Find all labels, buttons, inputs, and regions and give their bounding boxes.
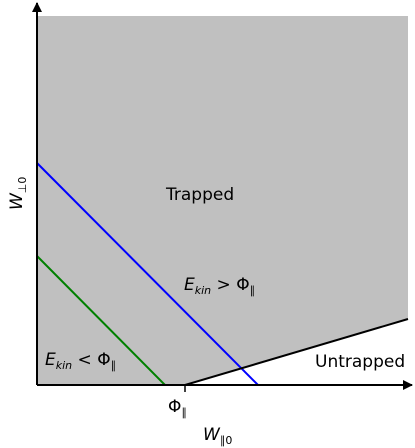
- y-axis-label-sub: ⊥0: [16, 177, 29, 194]
- phi-tick-main: Φ: [168, 397, 181, 417]
- green-label-e: E: [45, 350, 56, 370]
- trapped-region: [37, 16, 408, 385]
- x-axis-label-sub: ∥0: [220, 434, 233, 447]
- blue-label-par: ∥: [250, 284, 256, 297]
- phi-tick-label: Φ∥: [168, 397, 187, 419]
- blue-line: [36, 162, 259, 386]
- green-label-op: < Φ: [72, 350, 110, 370]
- x-axis-label: W∥0: [203, 425, 232, 447]
- y-axis-label: W⊥0: [7, 177, 29, 210]
- green-label-kin: kin: [56, 359, 72, 372]
- blue-label-kin: kin: [195, 284, 211, 297]
- x-axis-label-main: W: [203, 425, 221, 445]
- trapping-boundary-line: [184, 318, 409, 386]
- green-line-label: Ekin < Φ∥: [45, 350, 116, 372]
- blue-line-label: Ekin > Φ∥: [184, 275, 255, 297]
- blue-label-op: > Φ: [211, 275, 249, 295]
- y-axis-label-main: W: [7, 192, 27, 210]
- untrapped-label: Untrapped: [315, 352, 405, 372]
- blue-label-e: E: [184, 275, 195, 295]
- green-label-par: ∥: [111, 359, 117, 372]
- phi-tick-sub: ∥: [181, 406, 187, 419]
- trapped-label: Trapped: [165, 185, 234, 205]
- green-line: [36, 255, 166, 386]
